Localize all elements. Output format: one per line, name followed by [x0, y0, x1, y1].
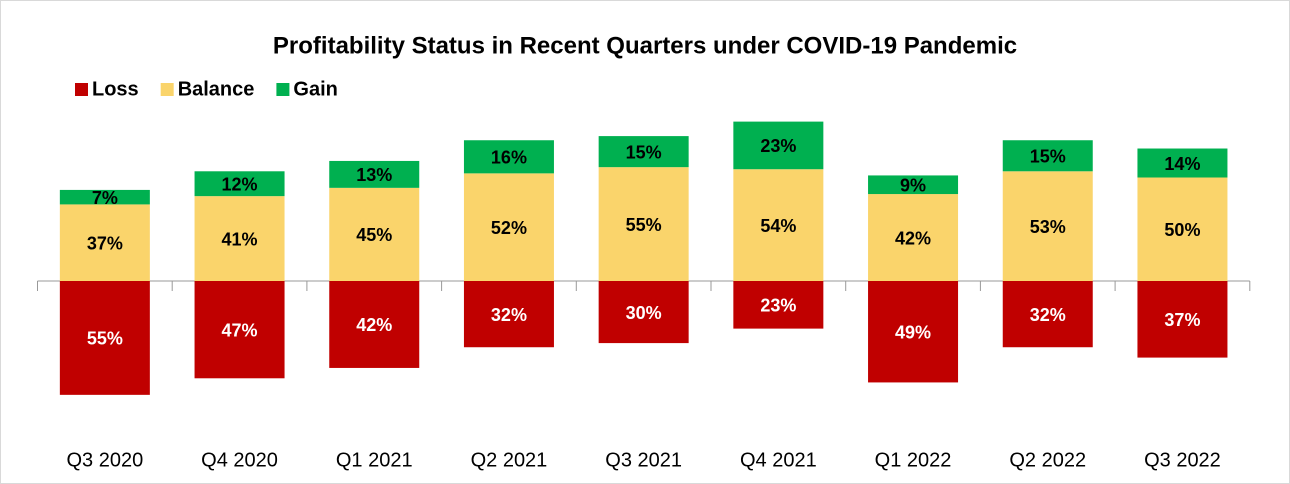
legend-label: Gain — [293, 78, 337, 100]
data-label: 47% — [222, 320, 258, 340]
x-tick-label: Q4 2021 — [740, 449, 817, 471]
bar-segment — [194, 196, 285, 281]
data-label: 45% — [356, 225, 392, 245]
bar-segment — [194, 281, 285, 379]
bar-segment — [329, 281, 420, 368]
bar-segment — [59, 189, 150, 205]
legend-label: Loss — [92, 78, 139, 100]
bar-segment — [598, 167, 689, 281]
bar-segment — [59, 204, 150, 281]
bar-segment — [598, 136, 689, 168]
x-tick-label: Q3 2022 — [1144, 449, 1221, 471]
data-label: 41% — [222, 229, 258, 249]
bar-segment — [733, 121, 824, 170]
bar-segment — [868, 175, 959, 195]
bar-segment — [1002, 140, 1093, 172]
bar-segment — [329, 187, 420, 281]
bar-segment — [868, 281, 959, 383]
data-label: 54% — [760, 216, 796, 236]
bar-segment — [59, 281, 150, 395]
data-label: 15% — [626, 142, 662, 162]
x-tick-label: Q3 2020 — [66, 449, 143, 471]
bar-segment — [1137, 281, 1228, 358]
legend-swatch — [75, 83, 88, 96]
data-label: 37% — [1164, 310, 1200, 330]
legend-label: Balance — [178, 78, 255, 100]
x-tick-label: Q1 2021 — [336, 449, 413, 471]
data-label: 42% — [895, 228, 931, 248]
data-label: 12% — [222, 174, 258, 194]
bar-segment — [463, 173, 554, 281]
x-tick-label: Q3 2021 — [605, 449, 682, 471]
data-label: 32% — [1030, 305, 1066, 325]
bar-segment — [463, 140, 554, 174]
data-label: 15% — [1030, 147, 1066, 167]
bar-segment — [329, 160, 420, 188]
data-label: 55% — [87, 329, 123, 349]
data-label: 7% — [92, 188, 118, 208]
x-tick-label: Q1 2022 — [875, 449, 952, 471]
bar-segment — [463, 281, 554, 348]
data-label: 13% — [356, 165, 392, 185]
legend-swatch — [160, 83, 174, 96]
data-label: 9% — [900, 175, 926, 195]
bar-segment — [194, 171, 285, 197]
data-label: 23% — [760, 136, 796, 156]
data-label: 16% — [491, 148, 527, 168]
bar-segment — [598, 281, 689, 344]
bar-segment — [733, 169, 824, 281]
bar-segment — [868, 194, 959, 281]
bar-segment — [1002, 281, 1093, 348]
chart-title: Profitability Status in Recent Quarters … — [273, 32, 1017, 59]
data-label: 32% — [491, 305, 527, 325]
bar-segment — [1002, 171, 1093, 281]
x-tick-label: Q2 2022 — [1009, 449, 1086, 471]
bar-segment — [1137, 177, 1228, 281]
data-label: 49% — [895, 322, 931, 342]
data-label: 30% — [626, 303, 662, 323]
legend-swatch — [276, 83, 290, 96]
x-tick-label: Q2 2021 — [471, 449, 548, 471]
x-tick-label: Q4 2020 — [201, 449, 278, 471]
legend: Loss Balance Gain — [75, 78, 338, 100]
data-label: 42% — [356, 315, 392, 335]
data-label: 14% — [1164, 154, 1200, 174]
data-label: 37% — [87, 233, 123, 253]
data-label: 23% — [760, 296, 796, 316]
data-label: 52% — [491, 218, 527, 238]
data-label: 53% — [1030, 217, 1066, 237]
bar-segment — [733, 281, 824, 329]
data-label: 50% — [1164, 220, 1200, 240]
bar-segment — [1137, 148, 1228, 178]
data-label: 55% — [626, 215, 662, 235]
